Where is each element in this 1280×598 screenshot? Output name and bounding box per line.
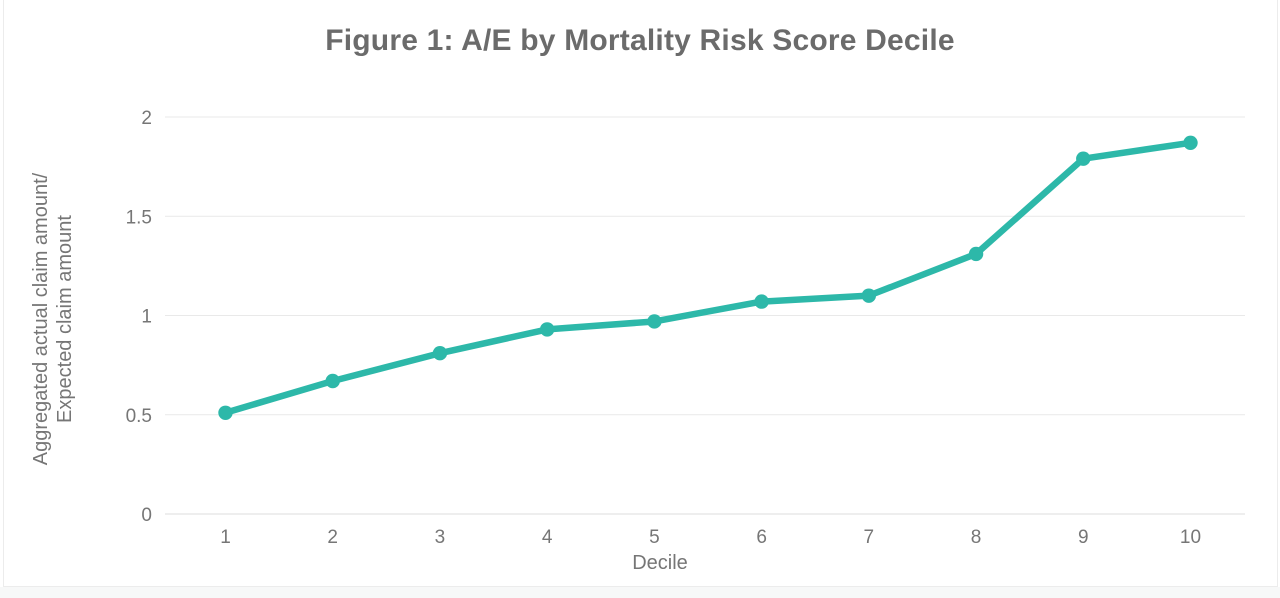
x-tick-label: 4: [542, 527, 553, 548]
window-edge-right: [1277, 0, 1278, 592]
data-point-marker: [968, 246, 984, 262]
x-tick-label: 2: [327, 527, 338, 548]
data-point-marker: [647, 314, 662, 329]
y-axis-title: Aggregated actual claim amount/ Expected…: [29, 119, 79, 519]
data-point-marker: [432, 346, 448, 361]
y-tick-label: 1.5: [126, 207, 152, 228]
y-tick-label: 0.5: [126, 406, 152, 427]
data-point-marker: [218, 405, 233, 420]
chart-title: Figure 1: A/E by Mortality Risk Score De…: [325, 24, 955, 57]
data-point-marker: [754, 294, 769, 309]
data-point-marker: [539, 322, 555, 337]
y-axis-title-line2: Expected claim amount: [54, 215, 76, 423]
x-tick-label: 9: [1078, 527, 1089, 548]
x-tick-label: 10: [1180, 527, 1201, 548]
data-point-marker: [325, 373, 340, 389]
x-tick-label: 8: [971, 527, 982, 548]
data-point-marker: [1076, 151, 1091, 166]
y-tick-label: 2: [141, 108, 152, 129]
x-tick-label: 5: [649, 527, 660, 548]
data-point-marker: [861, 288, 877, 303]
window-bottom-margin: [0, 587, 1280, 598]
x-tick-label: 1: [220, 527, 231, 548]
y-axis-title-line1: Aggregated actual claim amount/: [30, 172, 52, 466]
x-axis-title: Decile: [632, 552, 688, 574]
x-tick-label: 6: [756, 527, 767, 548]
x-tick-label: 7: [864, 527, 875, 548]
series-line: [222, 139, 1194, 417]
data-point-marker: [1183, 135, 1198, 151]
x-tick-label: 3: [435, 527, 446, 548]
window-edge-left: [3, 0, 4, 592]
y-tick-label: 0: [141, 505, 152, 526]
window-edge-bottom: [3, 586, 1277, 587]
y-tick-label: 1: [141, 307, 152, 328]
